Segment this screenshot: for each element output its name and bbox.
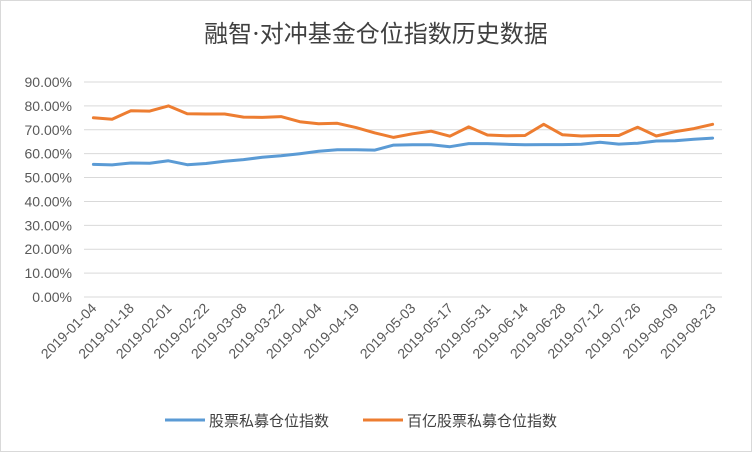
- legend-label: 股票私募仓位指数: [209, 412, 329, 430]
- y-tick-label: 80.00%: [25, 98, 72, 114]
- series-lines: [91, 104, 715, 167]
- y-tick-label: 30.00%: [25, 217, 72, 233]
- y-tick-label: 0.00%: [32, 289, 72, 305]
- y-tick-label: 10.00%: [25, 265, 72, 281]
- y-tick-label: 90.00%: [25, 74, 72, 90]
- y-tick-label: 40.00%: [25, 193, 72, 209]
- y-tick-label: 70.00%: [25, 122, 72, 138]
- y-tick-label: 60.00%: [25, 146, 72, 162]
- legend: 股票私募仓位指数 百亿股票私募仓位指数: [165, 412, 557, 430]
- legend-label: 百亿股票私募仓位指数: [407, 412, 557, 430]
- y-tick-label: 50.00%: [25, 170, 72, 186]
- y-tick-label: 20.00%: [25, 241, 72, 257]
- y-axis-ticks: 0.00% 10.00% 20.00% 30.00% 40.00% 50.00% 60.00…: [25, 74, 72, 305]
- chart-title: 融智·对冲基金仓位指数历史数据: [204, 20, 548, 48]
- series-line-top-stock-private: [91, 104, 715, 139]
- gridlines: [84, 81, 722, 298]
- series-line-stock-private: [91, 136, 715, 167]
- x-axis-ticks: 2019-01-042019-01-182019-02-012019-02-22…: [38, 300, 719, 362]
